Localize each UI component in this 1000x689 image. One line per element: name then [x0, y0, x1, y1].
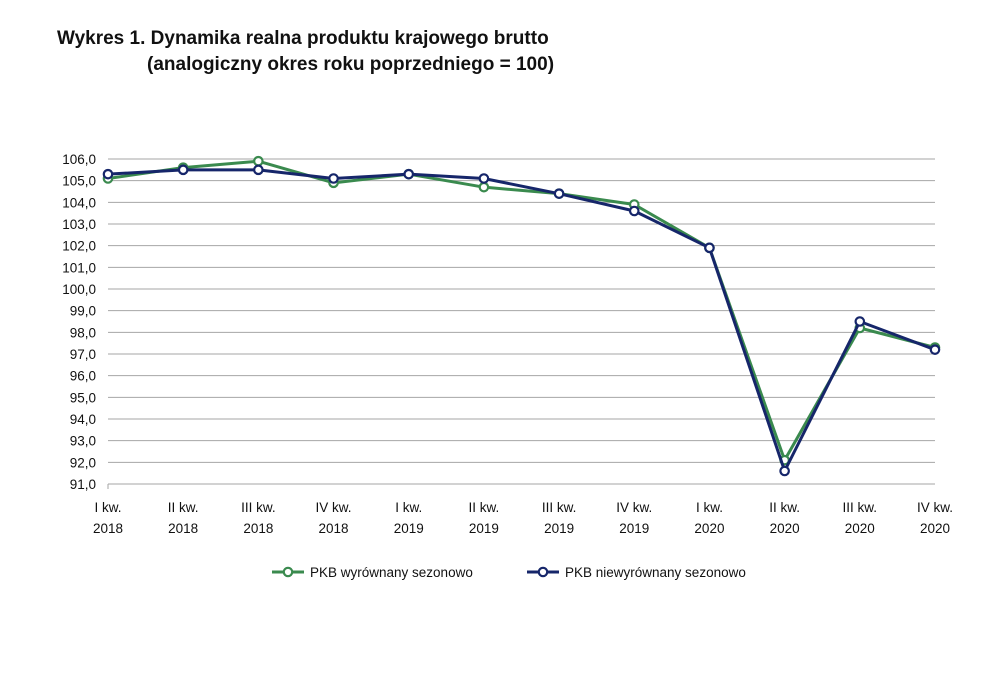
data-point — [478, 173, 490, 184]
x-tick-label-quarter: I kw. — [696, 500, 723, 515]
y-tick-label: 98,0 — [70, 325, 96, 340]
x-tick-label: III kw. 2019 — [542, 500, 577, 536]
data-point — [704, 242, 715, 254]
x-tick-label: I kw. 2018 — [93, 500, 123, 536]
x-tick-label-year: 2019 — [619, 521, 649, 536]
chart-title-line1: Wykres 1. Dynamika realna produktu krajo… — [57, 28, 549, 49]
x-tick-label: I kw. 2019 — [394, 500, 424, 536]
gridlines — [108, 158, 935, 485]
y-tick-label: 99,0 — [70, 304, 96, 319]
series-line — [107, 159, 936, 462]
data-point — [328, 173, 339, 184]
data-point — [779, 465, 790, 477]
data-point — [478, 181, 490, 193]
y-tick-label: 101,0 — [62, 260, 96, 275]
x-tick-label: III kw. 2020 — [843, 500, 878, 536]
x-tick-label-year: 2020 — [845, 521, 875, 536]
x-tick-label-quarter: II kw. — [769, 500, 800, 515]
series — [102, 155, 941, 477]
x-tick-label-quarter: II kw. — [469, 500, 500, 515]
x-tick-label-quarter: IV kw. — [917, 500, 953, 515]
data-point — [102, 168, 114, 180]
chart-title-line2: (analogiczny okres roku poprzedniego = 1… — [147, 54, 555, 75]
y-tick-label: 102,0 — [62, 239, 96, 254]
legend: PKB wyrównany sezonowo PKB niewyrównany s… — [272, 565, 746, 580]
x-tick-label-quarter: I kw. — [395, 500, 422, 515]
y-tick-label: 95,0 — [70, 390, 96, 405]
series-line — [107, 168, 936, 473]
x-tick-label-year: 2020 — [770, 521, 800, 536]
x-tick-label-year: 2020 — [694, 521, 724, 536]
x-tick-label-year: 2020 — [920, 521, 950, 536]
x-tick-label: IV kw. 2018 — [316, 500, 352, 536]
x-tick-label-quarter: III kw. — [542, 500, 577, 515]
data-point — [253, 164, 264, 176]
x-tick-label-year: 2018 — [243, 521, 273, 536]
y-tick-label: 96,0 — [70, 369, 96, 384]
legend-item-1: PKB wyrównany sezonowo — [272, 565, 473, 580]
series-2 — [102, 164, 941, 477]
y-tick-label: 92,0 — [70, 455, 96, 470]
x-tick-label-quarter: III kw. — [241, 500, 276, 515]
x-tick-label: II kw. 2020 — [769, 500, 800, 536]
data-point — [253, 155, 264, 167]
y-axis: 91,0 92,0 93,0 94,0 95,0 96,0 97,0 98,0 99,0 100,… — [62, 152, 96, 492]
x-tick-label: II kw. 2018 — [168, 500, 199, 536]
x-tick-label-year: 2019 — [394, 521, 424, 536]
data-point — [403, 168, 415, 180]
data-point — [553, 188, 565, 199]
legend-label: PKB wyrównany sezonowo — [310, 565, 473, 580]
data-point — [929, 344, 941, 355]
x-tick-label-year: 2018 — [168, 521, 198, 536]
y-tick-label: 104,0 — [62, 195, 96, 210]
legend-label: PKB niewyrównany sezonowo — [565, 565, 746, 580]
x-axis: I kw. 2018 II kw. 2018 III kw. 2018 IV kw. 2018… — [93, 484, 953, 536]
x-tick-label-year: 2018 — [93, 521, 123, 536]
x-tick-label-quarter: IV kw. — [316, 500, 352, 515]
x-tick-label-year: 2019 — [544, 521, 574, 536]
legend-swatch-marker — [282, 566, 294, 578]
x-tick-label-year: 2019 — [469, 521, 499, 536]
x-tick-label: IV kw. 2020 — [917, 500, 953, 536]
y-tick-label: 100,0 — [62, 282, 96, 297]
x-tick-label: II kw. 2019 — [469, 500, 500, 536]
x-tick-label-quarter: I kw. — [94, 500, 121, 515]
y-tick-label: 106,0 — [62, 152, 96, 167]
legend-swatch-marker — [537, 566, 549, 578]
data-point — [177, 164, 189, 176]
x-tick-label: III kw. 2018 — [241, 500, 276, 536]
data-point — [628, 205, 640, 217]
x-tick-label-year: 2018 — [319, 521, 349, 536]
x-tick-label: I kw. 2020 — [694, 500, 724, 536]
x-tick-label-quarter: IV kw. — [616, 500, 652, 515]
x-tick-label-quarter: II kw. — [168, 500, 199, 515]
y-tick-label: 97,0 — [70, 347, 96, 362]
y-tick-label: 91,0 — [70, 477, 96, 492]
legend-item-2: PKB niewyrównany sezonowo — [527, 565, 746, 580]
y-tick-label: 103,0 — [62, 217, 96, 232]
chart-title: Wykres 1. Dynamika realna produktu krajo… — [57, 26, 554, 78]
y-tick-label: 93,0 — [70, 434, 96, 449]
x-tick-label: IV kw. 2019 — [616, 500, 652, 536]
y-tick-label: 94,0 — [70, 412, 96, 427]
data-point — [854, 316, 866, 327]
x-tick-label-quarter: III kw. — [843, 500, 878, 515]
y-tick-label: 105,0 — [62, 174, 96, 189]
